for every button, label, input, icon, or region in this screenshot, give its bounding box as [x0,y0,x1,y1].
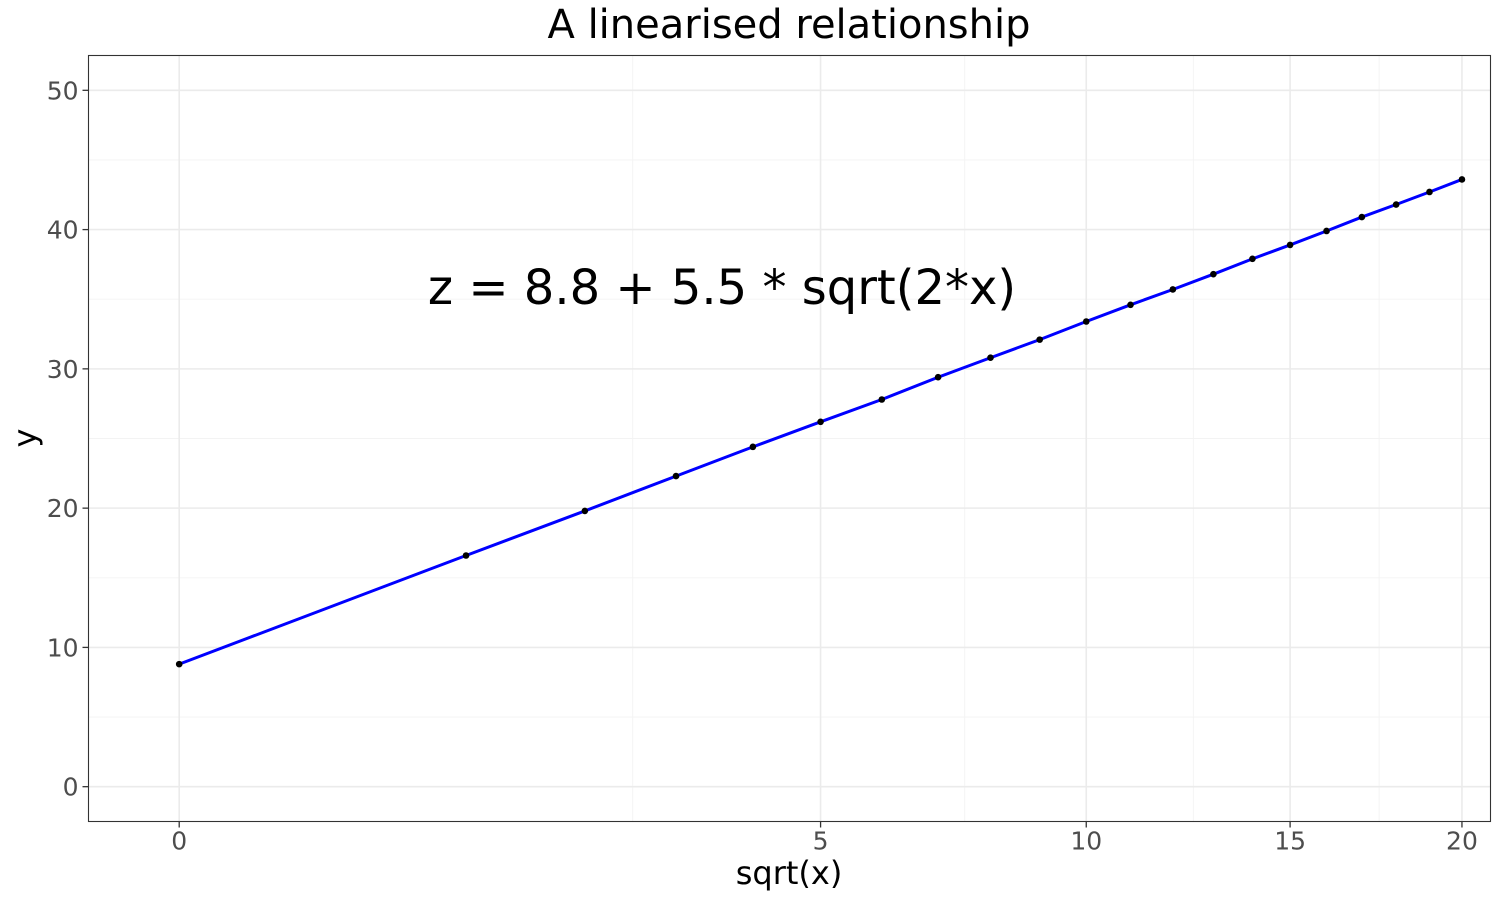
x-tick-label: 20 [1446,827,1478,856]
data-point [1358,213,1366,221]
x-tick-label: 15 [1274,827,1306,856]
data-point [1210,270,1217,278]
y-tick-label: 40 [47,216,79,245]
panel-border [87,54,1492,823]
data-point [672,472,680,480]
major-gridlines [88,55,1491,822]
data-point [1426,188,1433,196]
x-tick-label: 5 [813,827,829,856]
y-axis-title: y [6,429,44,448]
chart-title: A linearised relationship [547,2,1030,48]
data-point [581,507,589,515]
data-point [1286,241,1294,249]
x-axis: 0 5 10 15 20 [171,821,1478,856]
data-point [1169,286,1177,293]
y-tick-label: 0 [63,773,79,802]
data-point [1082,318,1090,325]
data-point [462,552,470,559]
data-point [987,354,994,362]
y-tick-label: 30 [47,355,79,384]
data-point [175,660,183,668]
data-point [1323,227,1330,235]
y-tick-label: 50 [47,76,79,105]
equation-annotation: z = 8.8 + 5.5 * sqrt(2*x) [428,260,1016,316]
data-point [1249,255,1256,263]
data-point [878,396,886,403]
data-point [1458,176,1466,183]
data-point [1036,336,1043,343]
x-axis-title: sqrt(x) [736,854,843,892]
data-point [934,373,942,381]
data-point [817,418,824,426]
data-point [749,443,757,451]
data-series [175,176,1466,668]
minor-gridlines [88,55,1491,822]
data-point [1392,201,1400,208]
y-tick-label: 20 [47,494,79,523]
x-tick-label: 0 [171,827,187,856]
y-axis: 0 10 20 30 40 50 [47,76,89,802]
x-tick-label: 10 [1070,827,1102,856]
data-point [1127,301,1134,309]
y-tick-label: 10 [47,633,79,662]
